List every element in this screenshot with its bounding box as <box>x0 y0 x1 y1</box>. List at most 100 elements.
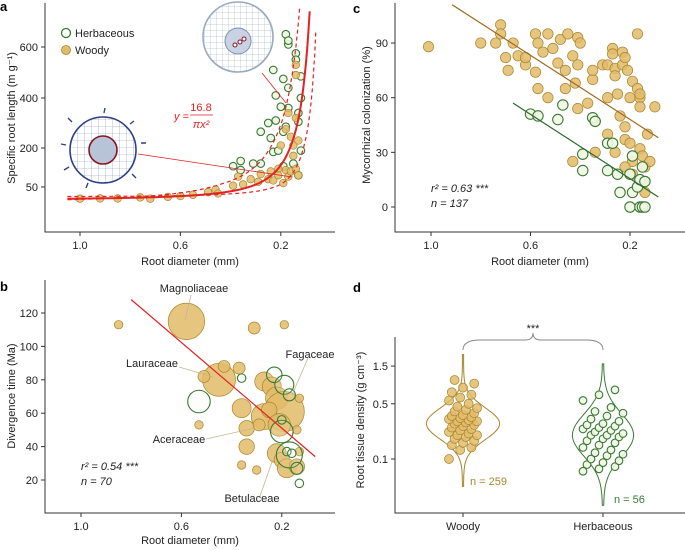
data-point-woody <box>458 382 468 393</box>
data-point-woody <box>532 37 544 49</box>
bubble-woody <box>238 438 255 455</box>
y-tick-label-a: 400 <box>20 93 38 105</box>
bubble-herbaceous <box>269 419 294 444</box>
bubble-herbaceous <box>276 415 287 425</box>
data-point-woody <box>449 375 460 385</box>
family-label-lauraceae: Lauraceae <box>126 358 178 370</box>
data-point-woody <box>542 92 554 104</box>
data-point-herbaceous <box>266 133 276 143</box>
data-point-woody <box>619 52 631 64</box>
x-axis-label-c: Root diameter (mm) <box>491 256 589 268</box>
data-point-herbaceous <box>576 164 589 177</box>
fit-line-woody <box>451 4 659 139</box>
axes-d <box>394 337 685 514</box>
x-tick-label-b: 0.2 <box>274 521 289 533</box>
data-point-herbaceous <box>256 159 266 168</box>
axes-c <box>394 3 685 233</box>
data-point-herbaceous <box>636 161 649 173</box>
bubble-woody <box>114 320 124 330</box>
bubble-woody <box>217 360 231 373</box>
category-label-herbaceous: Herbaceous <box>573 521 633 533</box>
legend-label-woody: Woody <box>75 45 110 57</box>
data-point-woody <box>552 57 564 69</box>
family-label-fagaceae: Fagaceae <box>286 349 335 361</box>
equation-denominator: πx² <box>193 119 210 131</box>
data-point-woody <box>619 121 631 133</box>
data-point-woody <box>463 398 474 409</box>
axes-a <box>44 3 335 233</box>
y-tick-label-a: 50 <box>26 182 38 194</box>
y-tick-label-c: 0 <box>382 202 388 214</box>
x-axis-label-b: Root diameter (mm) <box>141 535 239 547</box>
bubble-herbaceous <box>290 461 304 475</box>
panel-d: d 0.1 0.5 1.5 Woody Herbaceous Root tissue d… <box>353 280 685 533</box>
data-point-herbaceous <box>606 403 616 412</box>
bubble-herbaceous <box>236 373 247 383</box>
panel-label-b: b <box>0 279 8 294</box>
bubble-woody <box>237 460 247 470</box>
significance-stars: *** <box>527 323 541 335</box>
n-label-herbaceous: n = 56 <box>614 494 645 506</box>
data-point-woody <box>532 83 544 95</box>
data-point-woody <box>587 64 599 76</box>
data-point-herbaceous <box>590 407 600 416</box>
data-point-woody <box>446 387 457 398</box>
significance-bracket <box>462 332 604 351</box>
panel-b: b 1.0 0.6 0.2 20 40 60 80 100 120 Root diameter … <box>0 279 335 547</box>
data-point-herbaceous <box>578 396 588 405</box>
y-axis-label-c: Mycorrhizal colonization (%) <box>361 46 373 184</box>
fit-line-herbaceous <box>512 102 659 198</box>
data-point-herbaceous <box>598 458 608 467</box>
bubble-herbaceous <box>274 374 295 395</box>
family-label-magnoliaceae: Magnoliaceae <box>160 283 229 295</box>
data-point-herbaceous <box>590 448 600 458</box>
data-point-herbaceous <box>610 385 620 395</box>
bubble-woody <box>231 398 252 419</box>
sample-size-c: n = 137 <box>431 198 469 210</box>
data-point-woody <box>634 101 646 113</box>
x-tick-label-a: 1.0 <box>72 240 87 252</box>
bubble-woody <box>279 320 289 330</box>
y-axis-label-b: Divergence time (Ma) <box>6 343 18 448</box>
bubble-woody <box>197 370 211 383</box>
bubble-woody <box>294 393 304 403</box>
data-point-herbaceous <box>601 164 614 177</box>
data-point-herbaceous <box>606 137 619 149</box>
family-leader-lines <box>178 294 309 497</box>
data-point-woody <box>490 37 502 49</box>
panel-label-a: a <box>0 0 8 14</box>
fit-line-b <box>130 299 316 458</box>
data-point-woody <box>649 101 661 113</box>
y-tick-label-b: 120 <box>20 308 38 320</box>
data-point-herbaceous <box>296 146 306 155</box>
data-point-woody <box>624 137 636 149</box>
category-label-woody: Woody <box>446 521 481 533</box>
bubble-woody <box>252 465 262 475</box>
data-point-herbaceous <box>552 113 564 126</box>
y-axis-label-d: Root tissue density (g cm⁻³) <box>355 352 367 489</box>
legend-a: Herbaceous Woody <box>60 27 135 57</box>
family-label-aceraceae: Aceraceae <box>153 434 206 446</box>
data-point-woody <box>559 64 571 76</box>
data-point-woody <box>537 46 549 58</box>
data-point-woody <box>529 66 542 78</box>
data-point-woody <box>567 50 579 62</box>
data-point-herbaceous <box>614 186 626 199</box>
bubble-woody <box>232 361 246 375</box>
bubble-woody <box>247 321 261 335</box>
data-point-herbaceous <box>582 420 592 430</box>
y-tick-label-b: 40 <box>26 442 38 454</box>
x-tick-label-c: 1.0 <box>423 240 438 252</box>
bubble-herbaceous <box>187 389 211 414</box>
data-point-woody <box>547 42 559 55</box>
data-point-woody <box>572 59 584 71</box>
data-point-woody <box>529 28 542 40</box>
data-point-woody <box>284 108 293 118</box>
violin-woody <box>425 354 501 487</box>
y-tick-label-d: 0.1 <box>373 454 388 466</box>
equation-lhs: y = <box>173 111 190 123</box>
data-point-woody <box>621 64 634 76</box>
data-point-herbaceous <box>614 416 624 426</box>
data-point-woody <box>291 70 301 80</box>
data-point-herbaceous <box>598 419 608 429</box>
